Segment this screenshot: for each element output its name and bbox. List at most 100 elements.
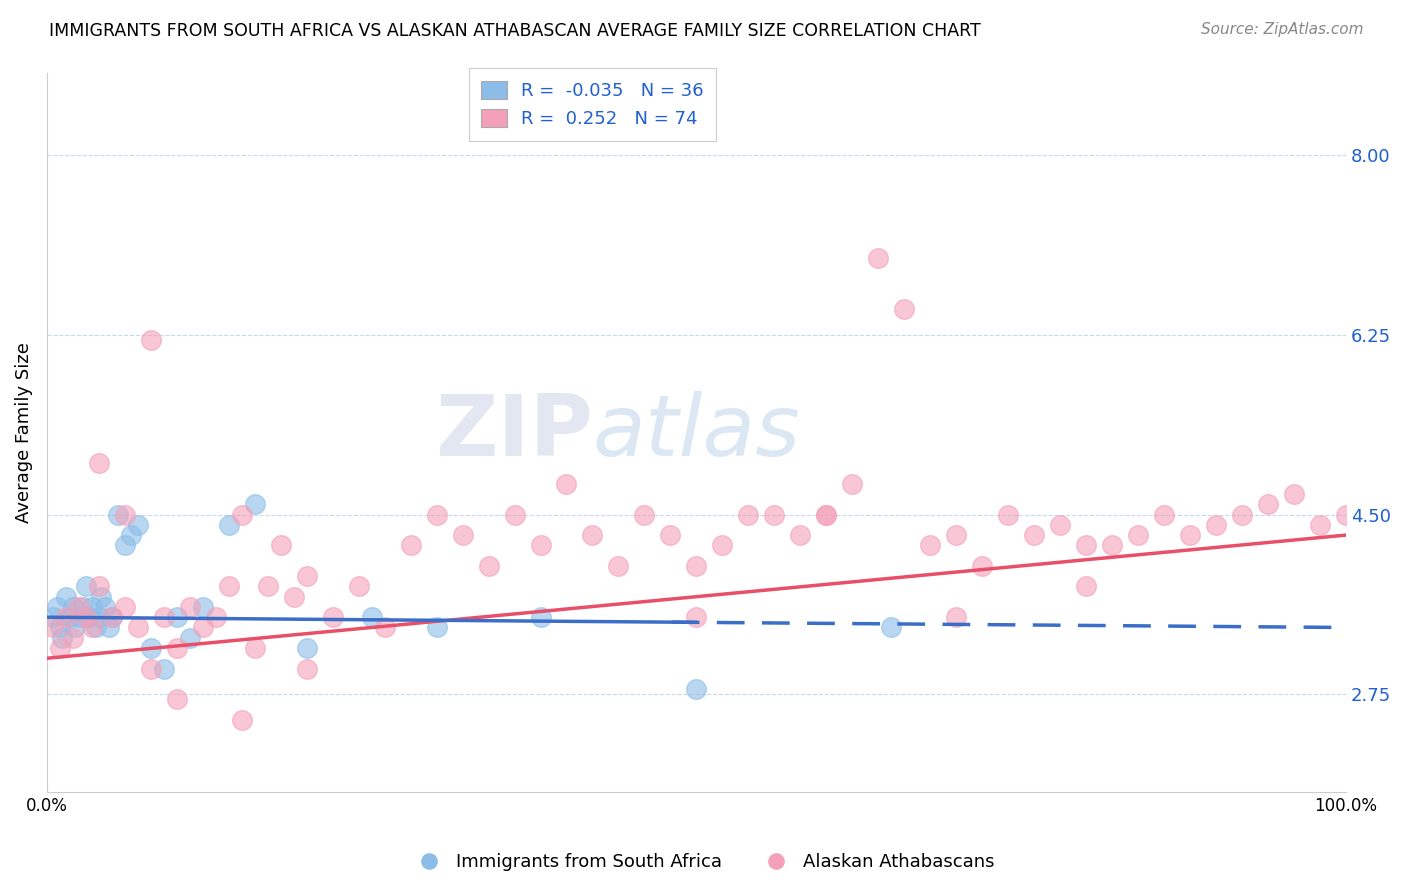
Point: [101, 610, 124, 624]
Point: [607, 558, 630, 573]
Point: [347, 579, 370, 593]
Point: [322, 610, 344, 624]
Point: [451, 528, 474, 542]
Point: [685, 558, 707, 573]
Point: [659, 528, 682, 542]
Point: [1178, 528, 1201, 542]
Point: [98, 620, 121, 634]
Point: [42, 620, 65, 634]
Point: [166, 640, 188, 655]
Point: [503, 508, 526, 522]
Point: [179, 631, 201, 645]
Point: [1074, 538, 1097, 552]
Point: [139, 640, 162, 655]
Point: [685, 610, 707, 624]
Point: [581, 528, 603, 542]
Point: [114, 538, 136, 552]
Point: [120, 528, 142, 542]
Point: [65, 620, 87, 634]
Point: [49, 620, 72, 634]
Point: [62, 631, 84, 645]
Point: [191, 599, 214, 614]
Point: [1153, 508, 1175, 522]
Point: [841, 476, 863, 491]
Point: [1257, 497, 1279, 511]
Point: [67, 610, 90, 624]
Point: [62, 599, 84, 614]
Point: [426, 620, 449, 634]
Point: [295, 640, 318, 655]
Point: [1024, 528, 1046, 542]
Point: [46, 599, 69, 614]
Point: [179, 599, 201, 614]
Text: Source: ZipAtlas.com: Source: ZipAtlas.com: [1201, 22, 1364, 37]
Point: [218, 517, 240, 532]
Point: [166, 610, 188, 624]
Text: IMMIGRANTS FROM SOUTH AFRICA VS ALASKAN ATHABASCAN AVERAGE FAMILY SIZE CORRELATI: IMMIGRANTS FROM SOUTH AFRICA VS ALASKAN …: [49, 22, 981, 40]
Legend: Immigrants from South Africa, Alaskan Athabascans: Immigrants from South Africa, Alaskan At…: [404, 847, 1002, 879]
Legend: R =  -0.035   N = 36, R =  0.252   N = 74: R = -0.035 N = 36, R = 0.252 N = 74: [468, 68, 716, 141]
Point: [1074, 579, 1097, 593]
Point: [1282, 487, 1305, 501]
Point: [67, 599, 90, 614]
Point: [191, 620, 214, 634]
Point: [127, 620, 149, 634]
Point: [920, 538, 942, 552]
Point: [295, 569, 318, 583]
Point: [139, 661, 162, 675]
Point: [1205, 517, 1227, 532]
Point: [231, 713, 253, 727]
Point: [243, 497, 266, 511]
Point: [1049, 517, 1071, 532]
Point: [711, 538, 734, 552]
Point: [1126, 528, 1149, 542]
Point: [283, 590, 305, 604]
Y-axis label: Average Family Size: Average Family Size: [15, 342, 32, 523]
Point: [87, 456, 110, 470]
Point: [55, 590, 77, 604]
Point: [972, 558, 994, 573]
Point: [374, 620, 396, 634]
Point: [127, 517, 149, 532]
Point: [880, 620, 903, 634]
Point: [166, 692, 188, 706]
Point: [114, 508, 136, 522]
Point: [87, 610, 110, 624]
Point: [555, 476, 578, 491]
Point: [426, 508, 449, 522]
Point: [243, 640, 266, 655]
Point: [152, 661, 174, 675]
Point: [868, 251, 890, 265]
Point: [101, 610, 124, 624]
Point: [42, 610, 65, 624]
Point: [1230, 508, 1253, 522]
Point: [945, 528, 967, 542]
Point: [139, 333, 162, 347]
Point: [270, 538, 292, 552]
Point: [997, 508, 1019, 522]
Point: [1101, 538, 1123, 552]
Point: [59, 610, 82, 624]
Point: [94, 599, 117, 614]
Text: atlas: atlas: [592, 391, 800, 474]
Point: [49, 640, 72, 655]
Point: [82, 620, 104, 634]
Point: [75, 610, 97, 624]
Point: [152, 610, 174, 624]
Point: [1309, 517, 1331, 532]
Point: [218, 579, 240, 593]
Point: [893, 302, 915, 317]
Point: [90, 590, 112, 604]
Point: [82, 599, 104, 614]
Point: [945, 610, 967, 624]
Point: [815, 508, 838, 522]
Point: [789, 528, 811, 542]
Point: [815, 508, 838, 522]
Point: [685, 681, 707, 696]
Point: [77, 610, 100, 624]
Point: [529, 538, 551, 552]
Point: [72, 599, 94, 614]
Point: [1334, 508, 1357, 522]
Point: [75, 579, 97, 593]
Point: [107, 508, 129, 522]
